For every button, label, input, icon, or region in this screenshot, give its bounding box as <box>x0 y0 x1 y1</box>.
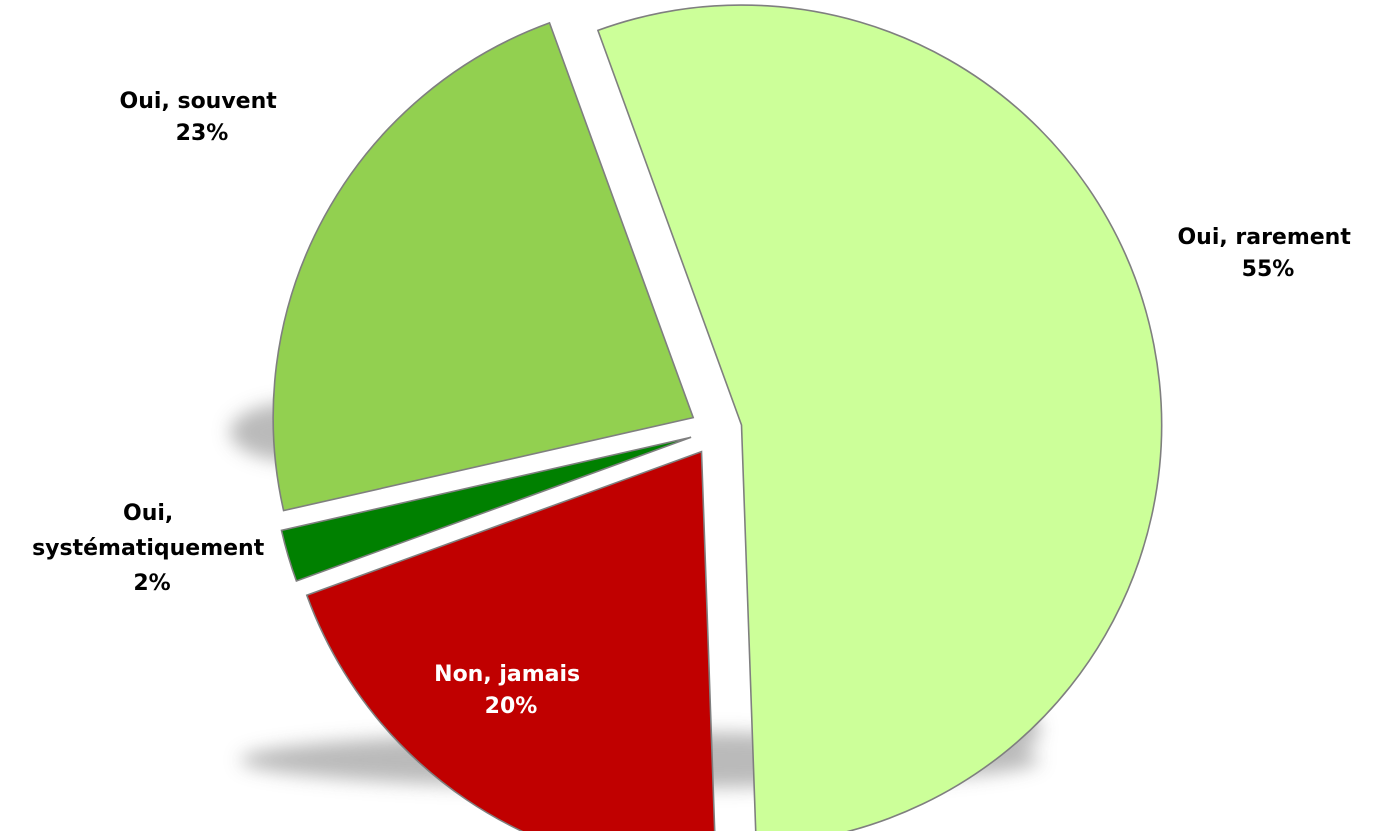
slice-oui-rarement <box>596 4 1163 831</box>
label-oui-systematiquement: Oui, systématiquement 2% <box>32 501 272 596</box>
slice-oui-systematiquement <box>280 436 692 583</box>
label-oui-rarement: Oui, rarement 55% <box>1177 225 1358 282</box>
label-oui-souvent: Oui, souvent 23% <box>120 89 285 146</box>
slice-non-jamais <box>305 450 716 831</box>
label-non-jamais: Non, jamais 20% <box>434 662 588 719</box>
slice-oui-souvent <box>272 21 695 512</box>
pie-slices <box>272 4 1163 831</box>
